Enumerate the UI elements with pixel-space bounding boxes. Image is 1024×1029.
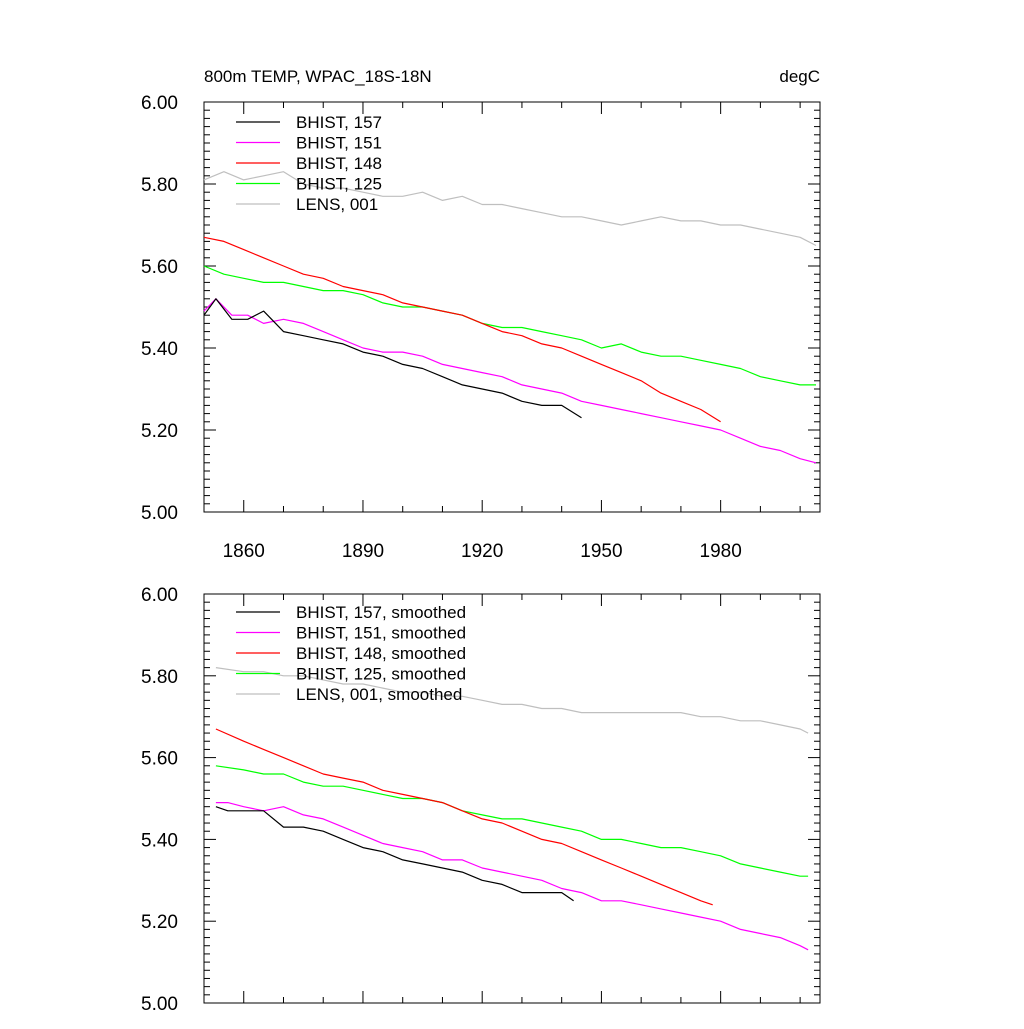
y-tick-label: 6.00 xyxy=(141,93,178,114)
series-line xyxy=(203,298,817,464)
x-tick-label: 1920 xyxy=(461,541,503,562)
series-line xyxy=(203,171,817,247)
y-tick-label: 5.40 xyxy=(141,830,178,851)
x-tick-label: 1890 xyxy=(342,541,384,562)
units-label: degC xyxy=(779,67,820,86)
y-tick-label: 5.80 xyxy=(141,667,178,688)
series-line xyxy=(203,298,582,419)
y-tick-label: 5.20 xyxy=(141,421,178,442)
series-line xyxy=(215,801,809,951)
y-tick-label: 5.00 xyxy=(141,503,178,524)
y-tick-label: 5.80 xyxy=(141,175,178,196)
legend-label: BHIST, 125, smoothed xyxy=(296,665,466,684)
legend-label: BHIST, 151 xyxy=(296,134,382,153)
y-tick-label: 5.60 xyxy=(141,257,178,278)
legend-label: BHIST, 148 xyxy=(296,154,382,173)
series-line xyxy=(215,806,574,902)
series-line xyxy=(215,765,809,877)
y-tick-label: 5.40 xyxy=(141,339,178,360)
x-tick-label: 1950 xyxy=(580,541,622,562)
y-tick-label: 5.20 xyxy=(141,912,178,933)
legend-label: BHIST, 157, smoothed xyxy=(296,603,466,622)
chart-title: 800m TEMP, WPAC_18S-18N xyxy=(204,67,432,86)
legend-label: BHIST, 151, smoothed xyxy=(296,624,466,643)
series-line xyxy=(215,667,809,734)
legend-label: LENS, 001, smoothed xyxy=(296,685,462,704)
x-tick-label: 1980 xyxy=(700,541,742,562)
y-tick-label: 5.60 xyxy=(141,749,178,770)
legend-label: BHIST, 125 xyxy=(296,175,382,194)
series-line xyxy=(215,728,713,906)
legend-label: BHIST, 148, smoothed xyxy=(296,644,466,663)
series-line xyxy=(203,265,816,386)
legend-label: LENS, 001 xyxy=(296,195,378,214)
legend-label: BHIST, 157 xyxy=(296,113,382,132)
series-line xyxy=(203,236,721,423)
top-panel: 800m TEMP, WPAC_18S-18N degC 5.00 5.20 5.4… xyxy=(141,67,821,562)
bottom-panel: 5.00 5.20 5.40 5.60 5.80 6.00 BHIST, 157, smoo… xyxy=(141,585,821,1015)
y-tick-label: 5.00 xyxy=(141,994,178,1015)
y-tick-label: 6.00 xyxy=(141,585,178,606)
x-tick-label: 1860 xyxy=(223,541,265,562)
